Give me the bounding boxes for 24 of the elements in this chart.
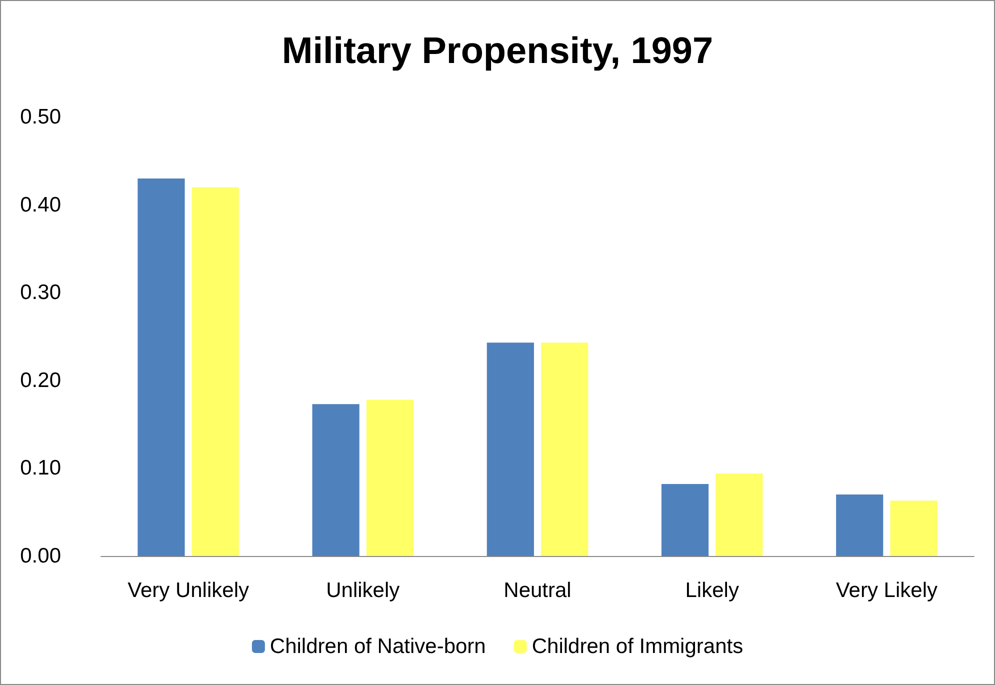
bar (138, 178, 185, 556)
legend-label: Children of Immigrants (532, 635, 744, 658)
y-tick-label: 0.50 (20, 106, 61, 128)
x-tick-label: Very Likely (836, 579, 938, 602)
x-tick-label: Likely (685, 579, 740, 602)
bar (836, 494, 884, 556)
y-tick-label: 0.20 (20, 368, 61, 392)
y-tick-label: 0.40 (20, 193, 61, 216)
bar (312, 404, 360, 556)
x-tick-label: Neutral (504, 579, 572, 602)
bar (661, 484, 709, 556)
bar (890, 500, 938, 556)
y-tick-label: 0.00 (20, 544, 61, 568)
bar (486, 342, 534, 556)
chart-title: Military Propensity, 1997 (282, 30, 714, 71)
y-tick-label: 0.30 (20, 281, 61, 304)
legend-label: Children of Native-born (270, 635, 486, 658)
y-tick-label: 0.10 (20, 456, 61, 480)
bar (716, 473, 763, 556)
bar (541, 342, 588, 556)
bar (366, 400, 414, 556)
x-tick-label: Unlikely (326, 579, 400, 602)
x-tick-label: Very Unlikely (128, 579, 250, 602)
bar (192, 187, 239, 556)
